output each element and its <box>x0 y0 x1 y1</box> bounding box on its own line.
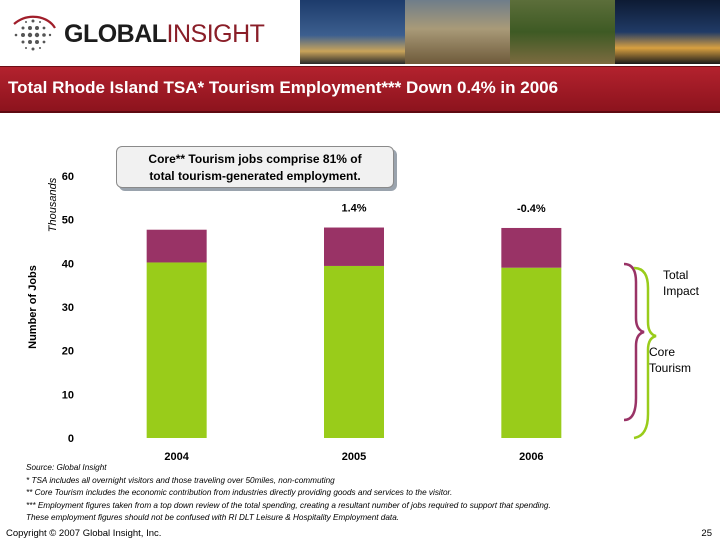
logo-word-insight: INSIGHT <box>166 20 265 48</box>
label-total-impact-line-1: Total <box>663 268 689 282</box>
footnote-source: Source: Global Insight <box>26 463 107 472</box>
footnotes: Source: Global Insight * TSA includes al… <box>26 462 551 525</box>
y-axis-unit-label: Thousands <box>47 177 59 232</box>
title-bar: Total Rhode Island TSA* Tourism Employme… <box>0 66 720 113</box>
photo-city-night <box>615 0 720 64</box>
header: GLOBALINSIGHT <box>0 0 720 64</box>
y-tick-label: 10 <box>62 389 74 401</box>
callout-line-1: Core** Tourism jobs comprise 81% of <box>148 152 362 166</box>
copyright: Copyright © 2007 Global Insight, Inc. <box>6 528 162 539</box>
photo-trees <box>510 0 615 64</box>
y-tick-label: 0 <box>68 433 74 445</box>
photo-lighthouse <box>300 0 405 64</box>
label-core-tourism-line-1: Core <box>649 345 676 359</box>
global-insight-logo: GLOBALINSIGHT <box>8 14 288 54</box>
label-total-impact-line-2: Impact <box>663 284 700 298</box>
bar-total-impact-2005 <box>324 227 384 266</box>
x-tick-label: 2006 <box>519 451 543 463</box>
y-axis-label: Number of Jobs <box>27 265 39 349</box>
x-tick-label: 2005 <box>342 451 366 463</box>
bracket-core-tourism <box>633 266 657 440</box>
label-total-impact: Total Impact <box>663 267 699 299</box>
photo-palace <box>405 0 510 64</box>
bar-core-tourism-2005 <box>324 265 384 438</box>
photo-strip <box>300 0 720 64</box>
x-tick-label: 2004 <box>164 451 189 463</box>
y-tick-label: 50 <box>62 215 74 227</box>
callout-box: Core** Tourism jobs comprise 81% of tota… <box>116 146 394 188</box>
globe-icon <box>13 15 56 51</box>
y-tick-label: 30 <box>62 302 74 314</box>
footnote-tsa: * TSA includes all overnight visitors an… <box>26 475 335 485</box>
label-core-tourism: Core Tourism <box>649 344 691 376</box>
callout-line-2: total tourism-generated employment. <box>149 169 361 183</box>
bar-core-tourism-2004 <box>146 262 207 438</box>
footnote-core: ** Core Tourism includes the economic co… <box>26 488 453 497</box>
bar-core-tourism-2006 <box>501 267 562 438</box>
logo-word-global: GLOBAL <box>64 20 167 48</box>
label-core-tourism-line-2: Tourism <box>649 361 692 375</box>
bar-total-impact-2006 <box>501 227 562 268</box>
bracket-total-impact <box>623 262 645 422</box>
footnote-employment: *** Employment figures taken from a top … <box>26 500 551 510</box>
y-tick-label: 40 <box>62 258 74 270</box>
y-tick-label: 20 <box>62 346 74 358</box>
y-tick-label: 60 <box>62 171 74 183</box>
page-number: 25 <box>701 528 712 539</box>
change-label: -0.4% <box>517 203 546 215</box>
footnote-disclaimer: These employment figures should not be c… <box>26 513 400 522</box>
change-label: 1.4% <box>341 203 366 215</box>
bar-total-impact-2004 <box>146 229 207 263</box>
slide-title: Total Rhode Island TSA* Tourism Employme… <box>8 78 559 97</box>
